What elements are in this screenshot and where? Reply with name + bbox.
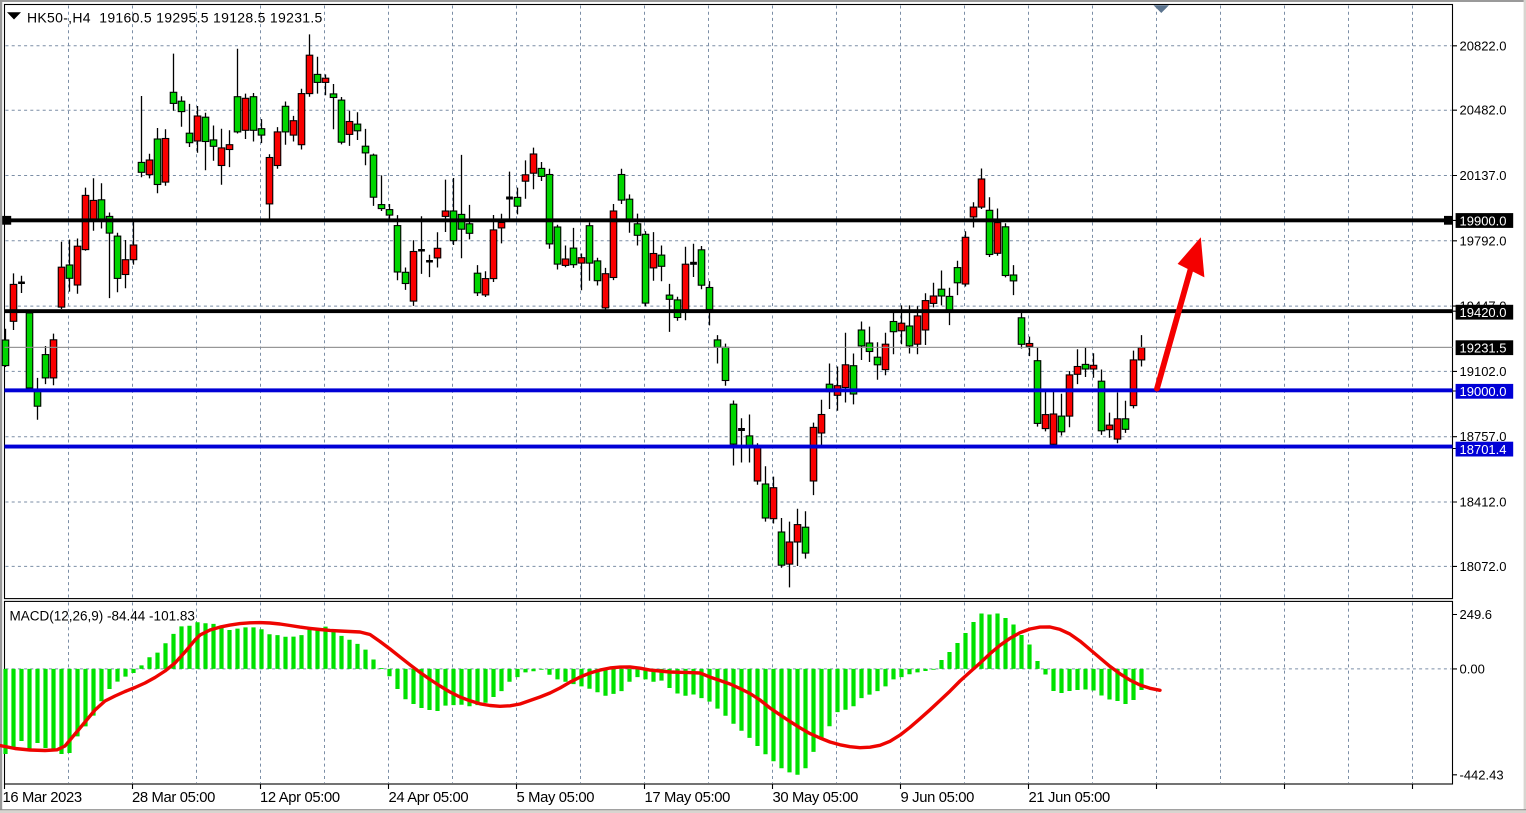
svg-text:MACD(12,26,9) -84.44 -101.83: MACD(12,26,9) -84.44 -101.83 [10,609,195,624]
svg-text:18757.0: 18757.0 [1460,429,1507,444]
svg-text:20137.0: 20137.0 [1460,168,1507,183]
svg-text:24 Apr 05:00: 24 Apr 05:00 [389,790,469,806]
svg-text:20482.0: 20482.0 [1460,103,1507,118]
svg-text:18072.0: 18072.0 [1460,559,1507,574]
svg-text:28 Mar 05:00: 28 Mar 05:00 [132,790,215,806]
svg-text:19792.0: 19792.0 [1460,233,1507,248]
svg-text:30 May 05:00: 30 May 05:00 [773,790,859,806]
svg-text:16 Mar 2023: 16 Mar 2023 [3,790,82,806]
svg-text:18412.0: 18412.0 [1460,495,1507,510]
svg-text:HK50-,H4 19160.5 19295.5 1912: HK50-,H4 19160.5 19295.5 19128.5 19231.5 [27,9,323,25]
svg-text:0.00: 0.00 [1460,661,1485,676]
svg-text:17 May 05:00: 17 May 05:00 [645,790,731,806]
svg-text:12 Apr 05:00: 12 Apr 05:00 [260,790,340,806]
svg-text:9 Jun 05:00: 9 Jun 05:00 [901,790,975,806]
svg-text:5 May 05:00: 5 May 05:00 [517,790,595,806]
svg-text:19231.5: 19231.5 [1460,341,1507,356]
svg-text:20822.0: 20822.0 [1460,38,1507,53]
svg-text:249.6: 249.6 [1460,607,1493,622]
svg-text:19000.0: 19000.0 [1460,384,1507,399]
svg-text:19102.0: 19102.0 [1460,364,1507,379]
svg-text:21 Jun 05:00: 21 Jun 05:00 [1029,790,1110,806]
svg-text:19900.0: 19900.0 [1460,213,1507,228]
svg-text:-442.43: -442.43 [1460,767,1504,782]
svg-text:18701.4: 18701.4 [1460,442,1507,457]
svg-text:19420.0: 19420.0 [1460,305,1507,320]
